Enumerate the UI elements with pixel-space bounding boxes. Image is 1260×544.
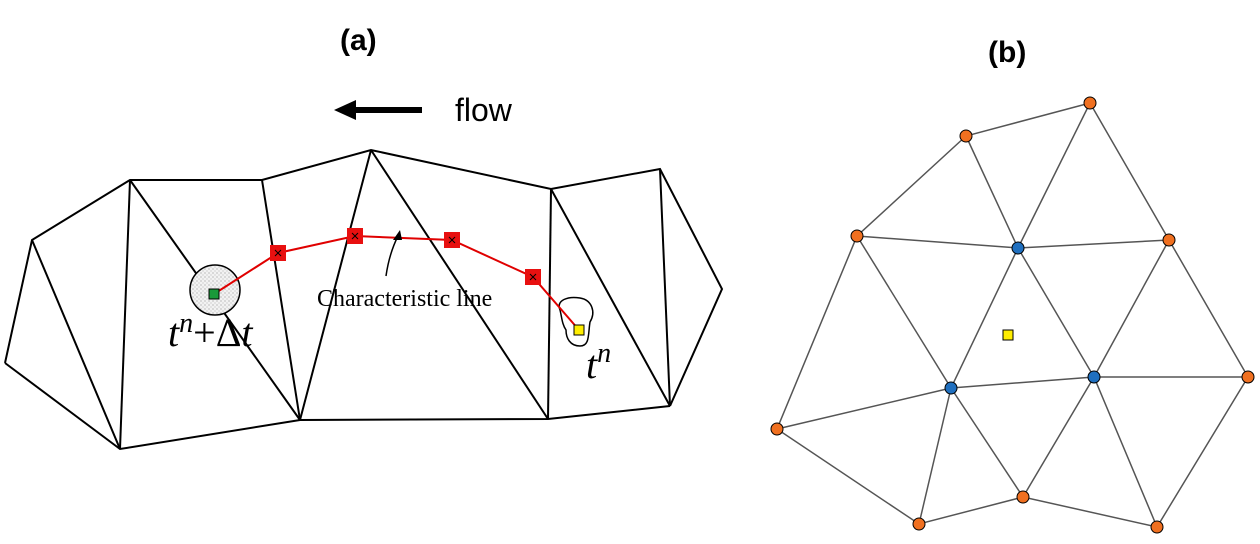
mesh-edge — [776, 387, 952, 430]
boundary-node — [1016, 490, 1030, 504]
time-start-plus: + — [193, 310, 216, 355]
mesh-edge — [261, 179, 301, 421]
boundary-nodes — [770, 96, 1255, 534]
interior-nodes — [944, 241, 1101, 395]
time-start-sup: n — [179, 308, 193, 339]
mesh-edge — [856, 235, 1019, 249]
time-start-base: t — [168, 310, 180, 355]
mesh-edge — [965, 135, 1019, 249]
query-point — [1002, 329, 1014, 341]
boundary-node — [770, 422, 784, 436]
flow-label: flow — [455, 92, 513, 128]
mesh-outline-bottom — [4, 362, 671, 451]
arrival-region — [558, 296, 594, 347]
characteristic-label: Characteristic line — [317, 286, 492, 312]
boundary-node — [1083, 96, 1097, 110]
mesh-edge — [1093, 239, 1170, 378]
mesh-edge — [550, 188, 671, 407]
mesh-edge — [950, 387, 1024, 498]
curved-pointer-icon — [385, 230, 402, 277]
left-arrow-icon — [334, 100, 422, 120]
mesh-edge — [119, 179, 131, 450]
boundary-node — [1162, 233, 1176, 247]
mesh-edge — [1017, 239, 1170, 249]
interior-node — [944, 381, 958, 395]
boundary-node — [1150, 520, 1164, 534]
mesh-outline-top — [4, 148, 724, 407]
mesh-edge — [918, 387, 952, 525]
mesh-edge — [950, 376, 1095, 389]
mesh-b-boundary — [776, 102, 1249, 528]
time-start-label: tn+Δt — [168, 308, 253, 355]
path-marker — [347, 228, 363, 244]
time-end-sup: n — [597, 338, 611, 369]
end-point — [573, 324, 585, 336]
interior-node — [1087, 370, 1101, 384]
time-end-label: tn — [586, 338, 611, 387]
panel-a-label: (a) — [340, 24, 377, 57]
boundary-node — [912, 517, 926, 531]
time-start-delta: Δ — [216, 310, 242, 355]
mesh-edge — [547, 188, 552, 420]
mesh-edge — [1017, 247, 1095, 378]
time-end-base: t — [586, 342, 598, 387]
mesh-edge — [299, 149, 372, 421]
path-marker — [444, 232, 460, 248]
panel-a: (a) flow — [4, 24, 724, 451]
mesh-edge — [1093, 376, 1158, 528]
mesh-edge — [1017, 102, 1091, 249]
characteristic-line — [213, 234, 580, 331]
mesh-edge — [950, 247, 1019, 389]
mesh-b — [776, 102, 1249, 528]
start-point — [208, 288, 220, 300]
boundary-node — [1241, 370, 1255, 384]
panel-b: (b) — [770, 36, 1255, 534]
interior-node — [1011, 241, 1025, 255]
mesh-edge — [1022, 376, 1095, 498]
mesh-edge — [659, 168, 671, 407]
path-marker — [525, 269, 541, 285]
mesh-edge — [370, 149, 549, 420]
mesh-edge — [856, 235, 952, 389]
boundary-node — [850, 229, 864, 243]
time-start-dt: t — [241, 310, 253, 355]
panel-b-label: (b) — [988, 36, 1026, 69]
boundary-node — [959, 129, 973, 143]
mesh-edge — [31, 239, 121, 450]
path-marker — [270, 245, 286, 261]
characteristic-markers — [270, 228, 541, 285]
